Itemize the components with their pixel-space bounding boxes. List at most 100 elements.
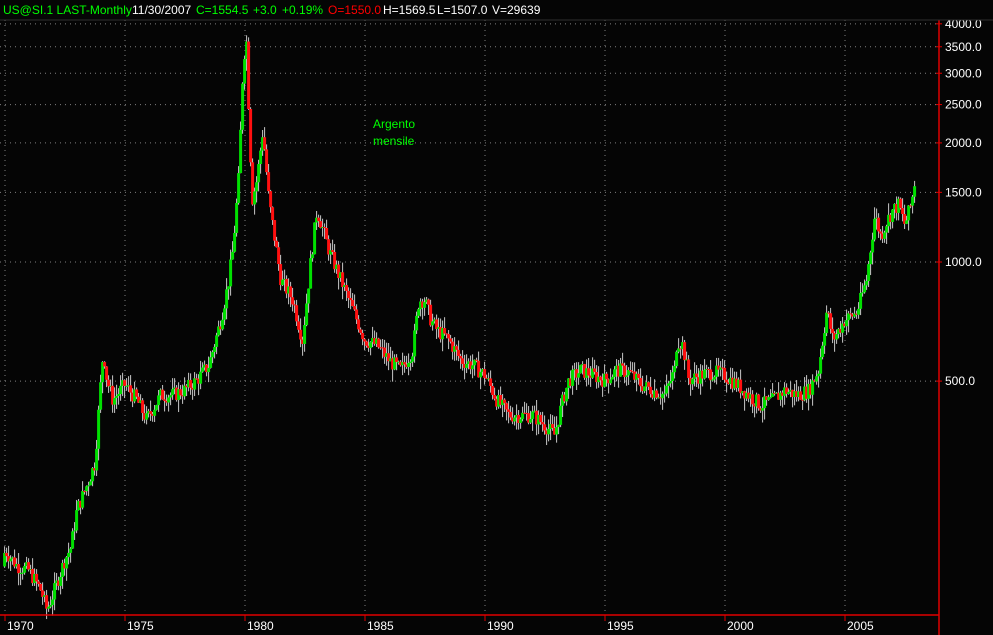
candle-body (453, 346, 457, 352)
candle-body (483, 369, 487, 378)
candle-body (457, 349, 461, 356)
candle-body (141, 400, 145, 414)
candle-body (647, 382, 651, 387)
candle-body (429, 304, 433, 326)
low-label: L=1507.0 (437, 3, 488, 17)
candle-body (193, 378, 197, 390)
candle-body (315, 217, 319, 223)
candle-body (425, 299, 429, 303)
candle-body (445, 333, 449, 335)
candle-body (307, 288, 311, 304)
candle-body (117, 394, 121, 396)
candle-body (885, 226, 889, 233)
candle-body (153, 409, 157, 416)
candle-body (415, 315, 419, 331)
candle-body (151, 413, 155, 416)
candle-body (281, 279, 285, 286)
candle-body (821, 345, 825, 358)
candle-body (91, 468, 95, 482)
candle-body (543, 424, 547, 431)
x-tick-label: 1980 (247, 619, 274, 633)
candle-body (711, 379, 715, 381)
candle-body (37, 581, 41, 584)
candle-body (889, 214, 893, 222)
candle-body (787, 391, 791, 394)
candle-body (649, 386, 653, 395)
candle-body (789, 389, 793, 392)
candle-body (363, 339, 367, 342)
candle-body (609, 379, 613, 384)
candle-body (707, 369, 711, 371)
candle-body (745, 392, 749, 399)
candle-body (177, 389, 181, 401)
candle-body (239, 129, 243, 174)
candle-body (599, 376, 603, 381)
candle-body (207, 367, 211, 373)
high-label: H=1569.5 (383, 3, 436, 17)
candle-body (7, 556, 11, 562)
candle-body (765, 396, 769, 400)
candle-body (465, 363, 469, 368)
candle-body (183, 385, 187, 397)
candle-body (733, 378, 737, 389)
candle-body (397, 361, 401, 363)
candle-body (623, 365, 627, 377)
candle-body (297, 321, 301, 330)
candle-body (791, 389, 795, 398)
candle-body (27, 562, 31, 570)
candle-body (67, 552, 71, 558)
candle-body (479, 371, 483, 378)
candle-body (779, 392, 783, 400)
candle-body (645, 382, 649, 387)
candle-body (825, 312, 829, 334)
candle-body (165, 400, 169, 403)
candle-body (567, 378, 571, 388)
symbol-label: US@SI.1 LAST-Monthly (3, 3, 132, 17)
candle-body (835, 334, 839, 340)
candle-body (333, 251, 337, 270)
candle-body (847, 313, 851, 321)
candle-body (323, 226, 327, 228)
candle-body (499, 395, 503, 405)
candle-body (229, 259, 233, 287)
candle-body (11, 557, 15, 559)
candle-body (687, 359, 691, 379)
candle-body (525, 412, 529, 414)
candle-body (103, 362, 107, 367)
candle-body (495, 398, 499, 407)
candle-body (865, 281, 869, 286)
candle-body (245, 41, 249, 60)
candle-body (561, 394, 565, 406)
candle-body (715, 365, 719, 377)
candle-body (23, 566, 27, 573)
candle-body (849, 313, 853, 315)
candle-body (603, 373, 607, 387)
candle-body (873, 218, 877, 240)
candle-body (361, 332, 365, 340)
candle-body (581, 364, 585, 366)
candle-body (401, 362, 405, 366)
candle-body (225, 289, 229, 309)
candle-body (101, 362, 105, 383)
candle-body (515, 414, 519, 418)
candle-body (125, 385, 129, 387)
candle-body (317, 217, 321, 222)
candle-body (559, 405, 563, 425)
candle-body (737, 379, 741, 389)
y-tick-label: 2500.0 (945, 98, 982, 112)
candle-body (589, 375, 593, 378)
candle-body (527, 413, 531, 423)
candle-body (863, 285, 867, 293)
candle-body (321, 226, 325, 228)
candle-body (189, 379, 193, 388)
candle-body (503, 399, 507, 404)
candle-body (231, 251, 235, 260)
candle-body (643, 386, 647, 392)
candle-body (123, 380, 127, 386)
y-tick-label: 1000.0 (945, 255, 982, 269)
candle-body (539, 414, 543, 423)
candle-body (657, 397, 661, 399)
candle-body (717, 365, 721, 370)
candle-body (215, 335, 219, 347)
